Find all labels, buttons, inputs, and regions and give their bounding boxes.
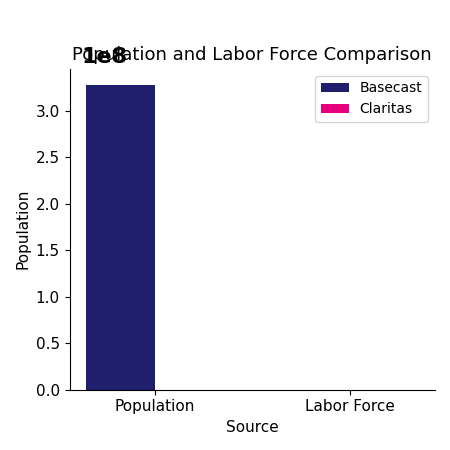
X-axis label: Source: Source <box>226 420 279 435</box>
Bar <box>86 85 154 390</box>
Y-axis label: Population: Population <box>15 189 30 270</box>
Legend: Basecast, Claritas: Basecast, Claritas <box>315 76 428 122</box>
Title: Population and Labor Force Comparison: Population and Labor Force Comparison <box>72 46 432 64</box>
Text: 1e8: 1e8 <box>81 47 127 67</box>
